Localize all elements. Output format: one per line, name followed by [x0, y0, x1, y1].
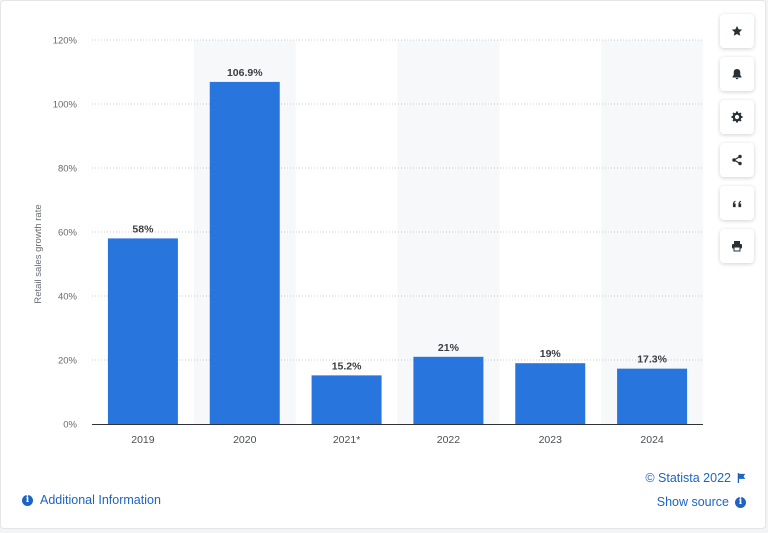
data-label: 17.3% — [637, 354, 667, 366]
favorite-button[interactable] — [720, 14, 754, 48]
shaded-column-6 — [601, 40, 703, 424]
y-tick-label: 40% — [58, 292, 78, 303]
value-labels: 58% 106.9% 15.2% 21% 19% 17.3% — [132, 67, 667, 372]
data-label: 21% — [438, 342, 460, 354]
star-icon — [731, 25, 743, 36]
info-icon: i — [735, 496, 746, 508]
copyright-label: © Statista 2022 — [645, 471, 731, 485]
additional-information-link[interactable]: i Additional Information — [22, 493, 161, 507]
bell-icon — [732, 69, 742, 80]
statista-copyright-link[interactable]: © Statista 2022 — [645, 471, 746, 485]
x-tick-label: 2022 — [437, 434, 461, 446]
y-tick-label: 120% — [53, 36, 78, 47]
quote-icon — [732, 200, 741, 207]
y-tick-label: 100% — [53, 100, 78, 111]
print-icon — [732, 241, 742, 252]
share-icon — [732, 154, 742, 166]
data-label: 15.2% — [332, 360, 362, 372]
gear-icon — [731, 111, 743, 123]
print-button[interactable] — [720, 229, 754, 263]
settings-button[interactable] — [720, 100, 754, 134]
flag-icon — [737, 473, 746, 483]
show-source-link[interactable]: Show source i — [657, 495, 746, 509]
bar-2024[interactable] — [617, 368, 688, 424]
info-icon: i — [22, 494, 33, 506]
y-tick-label: 60% — [58, 228, 78, 239]
y-axis-title: Retail sales growth rate — [33, 204, 44, 303]
bar-chart: 0% 20% 40% 60% 80% 100% 120% 58% 106.9% 15.2% 21%… — [33, 36, 703, 446]
data-label: 58% — [132, 223, 154, 235]
bar-2023[interactable] — [515, 363, 586, 424]
bar-2022[interactable] — [413, 356, 484, 424]
y-tick-label: 20% — [58, 356, 78, 367]
data-label: 106.9% — [227, 67, 263, 79]
x-tick-label: 2023 — [539, 434, 563, 446]
data-label: 19% — [540, 348, 562, 360]
cite-button[interactable] — [720, 186, 754, 220]
bar-2020[interactable] — [209, 81, 280, 425]
bars — [107, 81, 688, 425]
x-tick-label: 2019 — [131, 434, 155, 446]
notification-button[interactable] — [720, 57, 754, 91]
y-axis-ticks: 0% 20% 40% 60% 80% 100% 120% — [53, 36, 78, 431]
bar-2019[interactable] — [107, 238, 178, 424]
x-tick-label: 2020 — [233, 434, 257, 446]
chart-toolbar — [720, 14, 756, 272]
y-tick-label: 80% — [58, 164, 78, 175]
x-tick-label: 2021* — [333, 434, 360, 446]
show-source-label: Show source — [656, 495, 729, 509]
y-tick-label: 0% — [63, 420, 77, 431]
additional-information-label: Additional Information — [40, 493, 161, 507]
bar-2021[interactable] — [311, 375, 382, 424]
x-axis-ticks: 2019 2020 2021* 2022 2023 2024 — [131, 434, 664, 446]
x-tick-label: 2024 — [640, 434, 664, 446]
share-button[interactable] — [720, 143, 754, 177]
